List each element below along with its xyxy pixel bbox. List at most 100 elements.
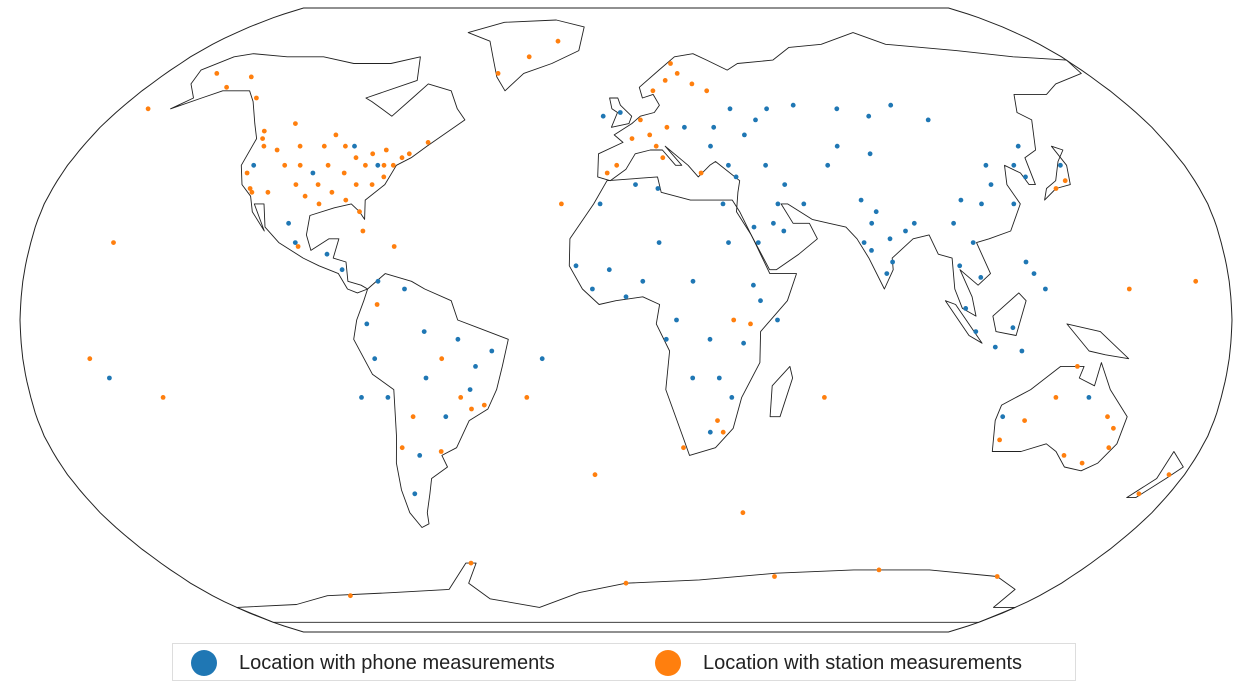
measurement-point bbox=[364, 321, 370, 327]
coastline bbox=[992, 292, 1027, 336]
measurement-point bbox=[381, 162, 387, 168]
measurement-point bbox=[733, 174, 739, 180]
measurement-point bbox=[261, 143, 267, 149]
measurement-point bbox=[867, 151, 873, 157]
coastline bbox=[1044, 145, 1071, 201]
measurement-point bbox=[274, 147, 280, 153]
measurement-point bbox=[343, 197, 349, 203]
measurement-point bbox=[1106, 445, 1112, 451]
measurement-point bbox=[888, 102, 894, 108]
measurement-point bbox=[873, 209, 879, 215]
measurement-point bbox=[655, 186, 661, 191]
measurement-point bbox=[771, 220, 776, 226]
measurement-point bbox=[297, 143, 303, 149]
measurement-point bbox=[573, 263, 579, 269]
measurement-point bbox=[600, 113, 606, 119]
measurement-point bbox=[438, 449, 444, 454]
measurement-point bbox=[606, 267, 612, 273]
measurement-point bbox=[1053, 395, 1059, 400]
coastline bbox=[170, 53, 466, 294]
measurement-point bbox=[755, 240, 761, 246]
measurement-point bbox=[861, 240, 867, 246]
measurement-point bbox=[286, 220, 291, 226]
measurement-point bbox=[559, 201, 564, 207]
measurement-point bbox=[352, 143, 357, 149]
measurement-point bbox=[690, 278, 696, 284]
measurement-point bbox=[467, 387, 473, 392]
measurement-point bbox=[1126, 286, 1132, 292]
measurement-point bbox=[325, 162, 331, 168]
measurement-point bbox=[357, 209, 362, 215]
measurement-point bbox=[751, 224, 757, 230]
measurement-point bbox=[1031, 271, 1037, 276]
measurement-point bbox=[333, 132, 339, 138]
legend-label: Location with station measurements bbox=[703, 651, 1023, 674]
measurement-point bbox=[265, 189, 271, 195]
measurement-point bbox=[617, 110, 623, 115]
measurement-point bbox=[1022, 418, 1027, 423]
coastline bbox=[944, 300, 983, 344]
measurement-point bbox=[650, 88, 656, 94]
measurement-point bbox=[997, 437, 1002, 443]
measurement-point bbox=[360, 228, 366, 234]
measurement-point bbox=[597, 201, 603, 207]
measurement-point bbox=[963, 306, 969, 311]
measurement-point bbox=[295, 244, 301, 249]
measurement-point bbox=[1079, 460, 1085, 466]
legend-swatch bbox=[655, 650, 681, 676]
measurement-point bbox=[495, 71, 501, 76]
measurement-point bbox=[775, 201, 781, 207]
measurement-point bbox=[801, 201, 807, 207]
measurement-point bbox=[958, 197, 964, 203]
measurement-point bbox=[439, 356, 445, 362]
measurement-point bbox=[951, 220, 956, 226]
measurement-point bbox=[970, 240, 976, 246]
measurement-point bbox=[423, 375, 429, 381]
measurement-point bbox=[772, 574, 777, 579]
measurement-point bbox=[381, 174, 387, 180]
coastline bbox=[353, 273, 509, 528]
measurement-point bbox=[353, 182, 359, 188]
measurement-point bbox=[662, 78, 668, 83]
measurement-point bbox=[751, 282, 756, 288]
measurement-point bbox=[292, 240, 298, 246]
measurement-point bbox=[469, 406, 474, 412]
coastline bbox=[609, 97, 633, 128]
measurement-point bbox=[385, 395, 391, 400]
measurement-point bbox=[339, 267, 345, 273]
measurement-point bbox=[421, 329, 427, 334]
measurement-point bbox=[711, 124, 717, 130]
measurement-point bbox=[1011, 201, 1017, 207]
measurement-point bbox=[302, 193, 308, 199]
measurement-point bbox=[748, 321, 753, 327]
measurement-point bbox=[707, 429, 713, 435]
measurement-point bbox=[412, 491, 418, 497]
measurement-point bbox=[674, 71, 680, 76]
measurement-point bbox=[764, 106, 769, 112]
measurement-point bbox=[834, 143, 840, 149]
measurement-point bbox=[343, 143, 348, 149]
measurement-point bbox=[1023, 174, 1028, 180]
measurement-point bbox=[1011, 162, 1017, 168]
measurement-point bbox=[903, 228, 908, 234]
measurement-point bbox=[1000, 414, 1006, 420]
measurement-point bbox=[214, 71, 220, 76]
measurement-point bbox=[660, 155, 666, 161]
measurement-point bbox=[244, 170, 250, 176]
measurement-point bbox=[1136, 491, 1142, 497]
measurement-point bbox=[1075, 364, 1080, 369]
measurement-point bbox=[647, 132, 653, 138]
coastline bbox=[236, 562, 1016, 623]
legend-item: Location with station measurements bbox=[655, 650, 1022, 676]
measurement-point bbox=[310, 170, 316, 176]
map-frame bbox=[19, 7, 1233, 633]
measurement-point bbox=[707, 336, 713, 342]
measurement-point bbox=[825, 162, 831, 168]
measurement-point bbox=[834, 106, 840, 112]
measurement-point bbox=[555, 38, 561, 44]
measurement-point bbox=[781, 228, 787, 234]
measurement-point bbox=[247, 186, 253, 191]
measurement-point bbox=[107, 375, 112, 381]
legend-item: Location with phone measurements bbox=[191, 650, 555, 676]
measurement-point bbox=[489, 348, 495, 354]
